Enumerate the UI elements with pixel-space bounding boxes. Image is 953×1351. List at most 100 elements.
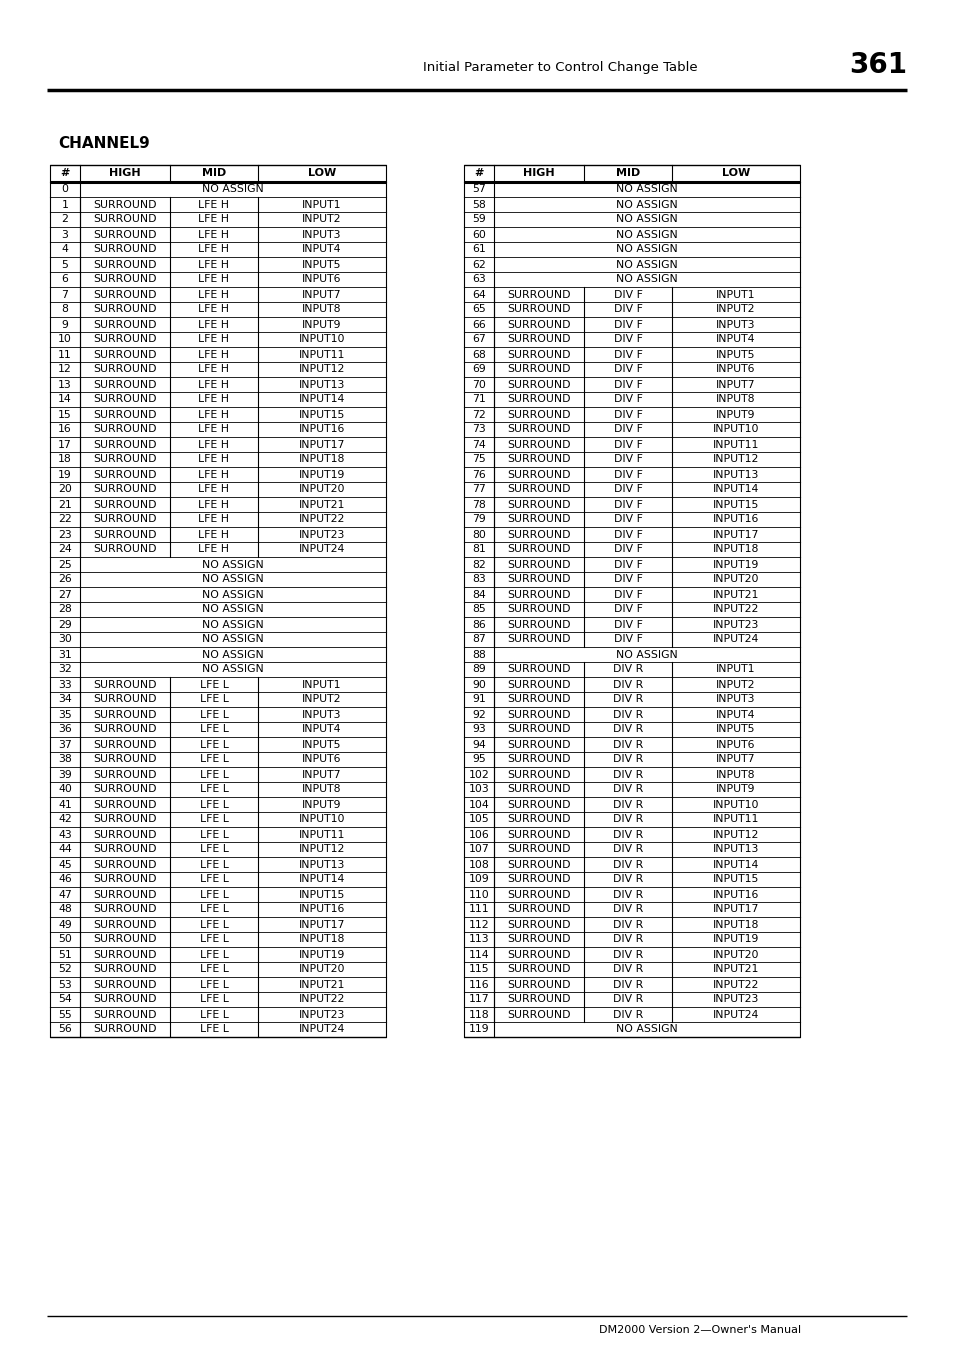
Text: INPUT3: INPUT3 — [716, 319, 755, 330]
Text: DIV F: DIV F — [613, 380, 641, 389]
Text: INPUT15: INPUT15 — [298, 409, 345, 420]
Text: INPUT10: INPUT10 — [712, 800, 759, 809]
Text: SURROUND: SURROUND — [93, 380, 156, 389]
Text: 84: 84 — [472, 589, 485, 600]
Text: 75: 75 — [472, 454, 485, 465]
Text: LFE H: LFE H — [198, 289, 230, 300]
Text: DIV F: DIV F — [613, 304, 641, 315]
Text: INPUT6: INPUT6 — [716, 365, 755, 374]
Text: DIV R: DIV R — [612, 935, 642, 944]
Text: INPUT22: INPUT22 — [298, 994, 345, 1005]
Text: 109: 109 — [468, 874, 489, 885]
Text: INPUT14: INPUT14 — [712, 859, 759, 870]
Text: SURROUND: SURROUND — [507, 409, 570, 420]
Text: LFE H: LFE H — [198, 200, 230, 209]
Text: NO ASSIGN: NO ASSIGN — [616, 230, 678, 239]
Text: LFE H: LFE H — [198, 439, 230, 450]
Text: DIV F: DIV F — [613, 589, 641, 600]
Text: INPUT12: INPUT12 — [712, 830, 759, 839]
Text: SURROUND: SURROUND — [507, 1009, 570, 1020]
Text: LFE L: LFE L — [199, 905, 228, 915]
Text: INPUT21: INPUT21 — [712, 589, 759, 600]
Text: INPUT19: INPUT19 — [712, 935, 759, 944]
Text: 70: 70 — [472, 380, 485, 389]
Text: SURROUND: SURROUND — [507, 950, 570, 959]
Text: NO ASSIGN: NO ASSIGN — [616, 200, 678, 209]
Text: DIV R: DIV R — [612, 665, 642, 674]
Text: LFE L: LFE L — [199, 785, 228, 794]
Text: INPUT14: INPUT14 — [298, 874, 345, 885]
Text: 20: 20 — [58, 485, 71, 494]
Text: SURROUND: SURROUND — [93, 800, 156, 809]
Text: SURROUND: SURROUND — [507, 620, 570, 630]
Text: LFE L: LFE L — [199, 965, 228, 974]
Text: 361: 361 — [848, 51, 906, 78]
Text: SURROUND: SURROUND — [507, 800, 570, 809]
Text: DIV F: DIV F — [613, 409, 641, 420]
Text: INPUT17: INPUT17 — [298, 920, 345, 929]
Text: INPUT10: INPUT10 — [298, 335, 345, 345]
Text: 4: 4 — [62, 245, 69, 254]
Text: DIV R: DIV R — [612, 680, 642, 689]
Text: 2: 2 — [62, 215, 69, 224]
Text: DIV R: DIV R — [612, 709, 642, 720]
Text: INPUT7: INPUT7 — [302, 770, 341, 780]
Text: 61: 61 — [472, 245, 485, 254]
Text: INPUT11: INPUT11 — [298, 830, 345, 839]
Text: SURROUND: SURROUND — [93, 724, 156, 735]
Text: SURROUND: SURROUND — [507, 935, 570, 944]
Text: 88: 88 — [472, 650, 485, 659]
Text: LFE H: LFE H — [198, 454, 230, 465]
Text: 90: 90 — [472, 680, 485, 689]
Text: SURROUND: SURROUND — [93, 815, 156, 824]
Text: DIV R: DIV R — [612, 859, 642, 870]
Text: 57: 57 — [472, 185, 485, 195]
Text: INPUT23: INPUT23 — [712, 620, 759, 630]
Text: MID: MID — [616, 169, 639, 178]
Text: 81: 81 — [472, 544, 485, 554]
Text: 91: 91 — [472, 694, 485, 704]
Text: 28: 28 — [58, 604, 71, 615]
Text: SURROUND: SURROUND — [507, 304, 570, 315]
Text: 94: 94 — [472, 739, 485, 750]
Text: INPUT18: INPUT18 — [298, 454, 345, 465]
Text: INPUT24: INPUT24 — [712, 635, 759, 644]
Text: INPUT22: INPUT22 — [712, 604, 759, 615]
Text: SURROUND: SURROUND — [93, 335, 156, 345]
Text: 69: 69 — [472, 365, 485, 374]
Text: 6: 6 — [62, 274, 69, 285]
Text: SURROUND: SURROUND — [507, 604, 570, 615]
Text: 25: 25 — [58, 559, 71, 570]
Text: SURROUND: SURROUND — [507, 589, 570, 600]
Text: DIV F: DIV F — [613, 454, 641, 465]
Text: 78: 78 — [472, 500, 485, 509]
Text: 65: 65 — [472, 304, 485, 315]
Text: HIGH: HIGH — [109, 169, 141, 178]
Text: 15: 15 — [58, 409, 71, 420]
Text: 72: 72 — [472, 409, 485, 420]
Text: 9: 9 — [62, 319, 69, 330]
Text: INPUT5: INPUT5 — [302, 739, 341, 750]
Text: DIV R: DIV R — [612, 800, 642, 809]
Text: SURROUND: SURROUND — [507, 770, 570, 780]
Text: 31: 31 — [58, 650, 71, 659]
Text: SURROUND: SURROUND — [93, 544, 156, 554]
Text: DIV R: DIV R — [612, 785, 642, 794]
Text: DIV R: DIV R — [612, 1009, 642, 1020]
Text: DIV R: DIV R — [612, 844, 642, 854]
Text: SURROUND: SURROUND — [93, 874, 156, 885]
Text: LFE H: LFE H — [198, 515, 230, 524]
Text: DIV R: DIV R — [612, 905, 642, 915]
Text: INPUT24: INPUT24 — [298, 1024, 345, 1035]
Text: 38: 38 — [58, 754, 71, 765]
Text: SURROUND: SURROUND — [507, 365, 570, 374]
Text: DIV F: DIV F — [613, 620, 641, 630]
Text: 67: 67 — [472, 335, 485, 345]
Text: 49: 49 — [58, 920, 71, 929]
Text: LFE L: LFE L — [199, 994, 228, 1005]
Text: SURROUND: SURROUND — [507, 859, 570, 870]
Text: LFE L: LFE L — [199, 754, 228, 765]
Text: SURROUND: SURROUND — [93, 230, 156, 239]
Text: SURROUND: SURROUND — [93, 470, 156, 480]
Text: INPUT23: INPUT23 — [298, 530, 345, 539]
